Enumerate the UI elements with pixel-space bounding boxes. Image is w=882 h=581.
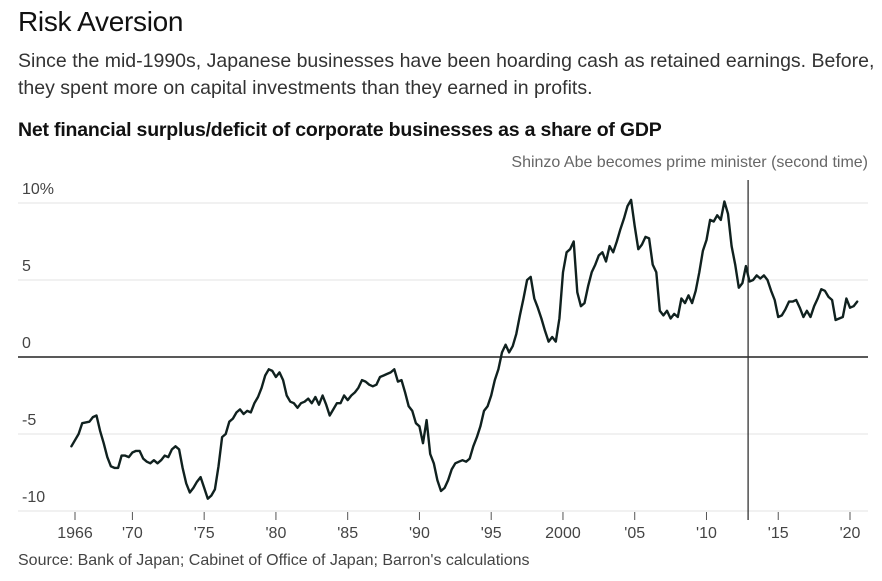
page-title: Risk Aversion [18, 6, 184, 37]
x-axis: 1966 '70 '75 '80 '85 '90 '95 2000 '05 '10 '15 '20 [57, 512, 861, 542]
x-tick-label: '90 [409, 525, 430, 542]
chart-title: Net financial surplus/deficit of corpora… [18, 119, 662, 141]
grid-layer: 10% 5 0 -5 -10 [18, 181, 868, 512]
x-tick-label: 2000 [545, 525, 581, 542]
page-subtitle: Since the mid-1990s, Japanese businesses… [18, 50, 875, 99]
x-tick-label: '95 [481, 525, 502, 542]
x-tick-label: '75 [194, 525, 215, 542]
annotation-layer: Shinzo Abe becomes prime minister (secon… [511, 154, 868, 520]
x-tick-label: '15 [768, 525, 789, 542]
x-tick-label: 1966 [57, 525, 93, 542]
series-layer [70, 198, 859, 500]
y-tick-label: -5 [22, 412, 36, 429]
y-tick-label: 0 [22, 335, 31, 352]
y-tick-label: 10% [22, 181, 54, 198]
annotation-label: Shinzo Abe becomes prime minister (secon… [511, 154, 868, 171]
series-line [70, 198, 859, 500]
x-tick-label: '10 [696, 525, 717, 542]
x-tick-label: '80 [265, 525, 286, 542]
x-tick-label: '70 [122, 525, 143, 542]
y-tick-label: -10 [22, 489, 45, 506]
x-tick-label: '85 [337, 525, 358, 542]
source-note: Source: Bank of Japan; Cabinet of Office… [18, 552, 530, 569]
y-tick-label: 5 [22, 258, 31, 275]
x-tick-label: '20 [840, 525, 861, 542]
x-tick-label: '05 [624, 525, 645, 542]
